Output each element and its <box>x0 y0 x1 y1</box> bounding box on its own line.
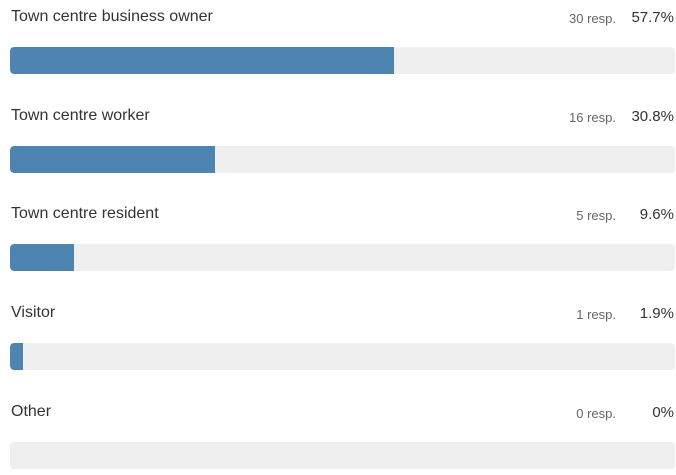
response-percent: 57.7% <box>631 9 674 26</box>
response-count: 1 resp. <box>576 307 616 322</box>
progress-bar-fill <box>10 47 394 74</box>
progress-bar-fill <box>10 244 74 271</box>
progress-bar-track <box>10 244 675 271</box>
result-option: Town centre worker 16 resp. 30.8% <box>0 99 676 179</box>
response-count: 16 resp. <box>569 110 616 125</box>
result-option: Town centre business owner 30 resp. 57.7… <box>0 0 676 80</box>
response-percent: 9.6% <box>639 206 674 223</box>
option-header: Town centre business owner 30 resp. 57.7… <box>0 0 676 36</box>
option-header: Town centre worker 16 resp. 30.8% <box>0 99 676 135</box>
option-label: Town centre worker <box>11 107 150 124</box>
progress-bar-track <box>10 343 675 370</box>
option-header: Town centre resident 5 resp. 9.6% <box>0 197 676 233</box>
response-percent: 30.8% <box>631 108 674 125</box>
response-count: 0 resp. <box>576 406 616 421</box>
response-percent: 1.9% <box>639 305 674 322</box>
progress-bar-track <box>10 442 675 469</box>
response-percent: 0% <box>652 404 674 421</box>
progress-bar-track <box>10 146 675 173</box>
response-count: 5 resp. <box>576 208 616 223</box>
progress-bar-fill <box>10 146 215 173</box>
result-option: Visitor 1 resp. 1.9% <box>0 296 676 376</box>
option-label: Other <box>11 403 52 420</box>
option-label: Town centre business owner <box>11 8 213 25</box>
option-label: Visitor <box>11 304 56 321</box>
result-option: Other 0 resp. 0% <box>0 395 676 475</box>
option-label: Town centre resident <box>11 205 159 222</box>
progress-bar-track <box>10 47 675 74</box>
option-header: Visitor 1 resp. 1.9% <box>0 296 676 332</box>
result-option: Town centre resident 5 resp. 9.6% <box>0 197 676 277</box>
progress-bar-fill <box>10 343 23 370</box>
response-count: 30 resp. <box>569 11 616 26</box>
option-header: Other 0 resp. 0% <box>0 395 676 431</box>
